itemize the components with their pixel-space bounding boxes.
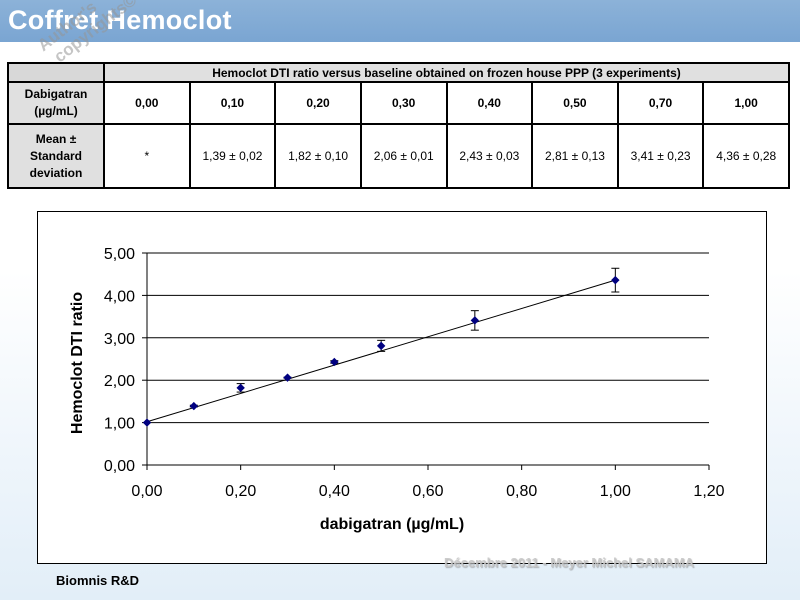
- org-label: Biomnis R&D: [56, 573, 140, 588]
- dti-ratio-chart: 0,00 1,00 2,00 3,00 4,00 5,00 0,00 0,20 0,40 0,60…: [69, 246, 725, 533]
- table-corner-cell: [7, 62, 105, 83]
- dose-row-label: Dabigatran (µg/mL): [7, 81, 105, 125]
- y-tick-label: 4,00: [104, 288, 135, 305]
- x-tick-label: 1,00: [600, 483, 631, 500]
- data-point: [236, 383, 245, 393]
- results-table: Hemoclot DTI ratio versus baseline obtai…: [7, 62, 790, 189]
- x-axis-title: dabigatran (µg/mL): [320, 516, 464, 533]
- x-tick-label: 0,20: [225, 483, 256, 500]
- dose-cell: 0,50: [531, 81, 619, 125]
- mean-cell: 2,81 ± 0,13: [531, 123, 619, 189]
- mean-cell: 1,39 ± 0,02: [188, 123, 277, 189]
- title-bar: Coffret Hemoclot: [0, 0, 800, 42]
- dose-cell: 0,20: [274, 81, 362, 125]
- dose-cell: 1,00: [702, 81, 790, 125]
- table-caption-row: Hemoclot DTI ratio versus baseline obtai…: [7, 62, 790, 83]
- mean-cell: 4,36 ± 0,28: [702, 123, 790, 189]
- mean-cell: 2,06 ± 0,01: [359, 123, 448, 189]
- mean-cell: 1,82 ± 0,10: [274, 123, 362, 189]
- dose-row: Dabigatran (µg/mL) 0,00 0,10 0,20 0,30 0…: [7, 81, 790, 125]
- dose-cell: 0,10: [188, 81, 277, 125]
- y-tick-label: 5,00: [104, 246, 135, 263]
- slide-title: Coffret Hemoclot: [8, 5, 232, 35]
- mean-label-line-1: Mean ±: [35, 131, 77, 146]
- data-point: [611, 275, 620, 285]
- data-point: [470, 316, 480, 325]
- mean-label-line-3: deviation: [29, 165, 83, 180]
- author-credit: Décembre 2011 - Meyer Michel SAMAMA: [444, 555, 694, 570]
- data-point: [330, 357, 339, 367]
- x-tick-label: 1,20: [693, 483, 724, 500]
- dose-cell: 0,70: [616, 81, 705, 125]
- data-point: [283, 373, 292, 382]
- x-tick-label: 0,80: [506, 483, 537, 500]
- y-tick-label: 1,00: [104, 416, 135, 433]
- chart-frame: 0,00 1,00 2,00 3,00 4,00 5,00 0,00 0,20 0,40 0,60…: [37, 211, 767, 564]
- dose-cell: 0,30: [359, 81, 448, 125]
- data-point: [189, 401, 199, 411]
- mean-label-line-2: Standard: [29, 148, 82, 163]
- mean-cell: 2,43 ± 0,03: [445, 123, 534, 189]
- data-point: [142, 418, 152, 427]
- mean-row-label: Mean ± Standard deviation: [7, 123, 105, 189]
- x-tick-label: 0,60: [412, 483, 443, 500]
- x-tick-label: 0,00: [131, 483, 162, 500]
- y-tick-label: 2,00: [104, 373, 135, 390]
- dose-label-line-2: (µg/mL): [34, 104, 78, 118]
- y-tick-label: 3,00: [104, 331, 135, 348]
- x-tick-label: 0,40: [319, 483, 350, 500]
- dose-cell: 0,40: [445, 81, 534, 125]
- y-axis-title: Hemoclot DTI ratio: [69, 292, 86, 434]
- dose-cell: 0,00: [103, 81, 191, 125]
- mean-cell: 3,41 ± 0,23: [616, 123, 705, 189]
- dose-label-line-1: Dabigatran: [24, 87, 88, 101]
- y-tick-label: 0,00: [104, 458, 135, 475]
- data-point: [376, 341, 386, 351]
- table-caption: Hemoclot DTI ratio versus baseline obtai…: [103, 62, 790, 83]
- mean-row: Mean ± Standard deviation * 1,39 ± 0,02 …: [7, 123, 790, 189]
- mean-cell: *: [103, 123, 191, 189]
